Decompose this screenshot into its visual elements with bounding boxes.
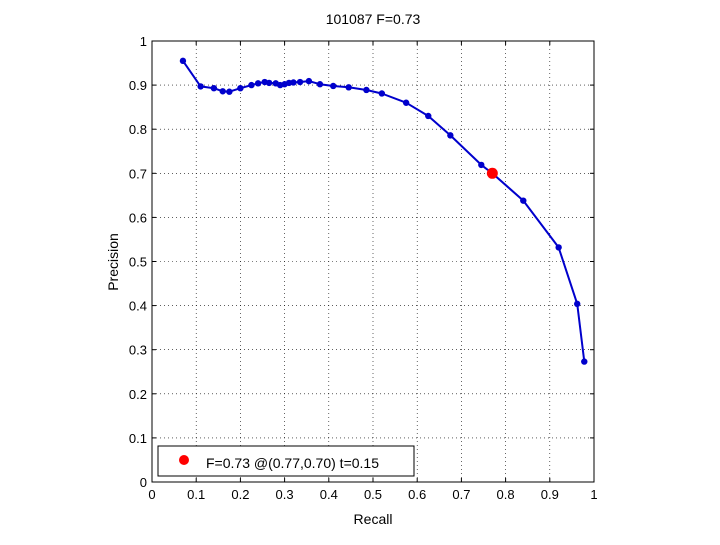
pr-curve-point [248,81,255,89]
pr-curve-point [179,57,187,65]
pr-curve-point [447,132,454,139]
y-tick-label: 0.3 [129,343,147,358]
pr-curve-point [210,84,218,92]
pr-curve-point [316,81,324,88]
pr-curve-point [265,79,273,87]
y-axis-label: Precision [105,233,121,291]
y-tick-label: 0.6 [129,210,147,225]
y-tick-label: 0.5 [129,255,147,270]
y-tick-label: 0.4 [129,299,147,314]
pr-curve-point [402,99,410,106]
x-tick-label: 0.6 [408,487,426,502]
pr-curve-point [330,82,337,90]
series-layer [179,57,588,365]
x-tick-label: 0.9 [541,487,559,502]
pr-curve-point [290,79,297,86]
y-tick-label: 0.7 [129,166,147,181]
x-tick-label: 0.2 [231,487,249,502]
pr-curve-point [197,83,204,90]
x-tick-label: 0.4 [320,487,338,502]
y-tick-label: 0 [140,475,147,490]
pr-curve-point [478,161,485,169]
pr-curve-point [555,244,562,251]
pr-curve-point [574,300,581,308]
pr-curve-point [520,197,527,204]
pr-curve-point [254,80,262,87]
pr-curve-point [219,88,226,95]
pr-curve-point [581,358,588,365]
y-tick-label: 0.9 [129,78,147,93]
x-tick-label: 0 [148,487,155,502]
x-tick-label: 0.3 [276,487,294,502]
legend-marker [179,455,189,465]
y-tick-label: 0.8 [129,122,147,137]
pr-curve-point [296,78,304,86]
chart-title: 101087 F=0.73 [326,11,421,27]
x-axis-label: Recall [354,511,393,527]
y-tick-label: 0.2 [129,387,147,402]
legend-label: F=0.73 @(0.77,0.70) t=0.15 [206,455,379,471]
x-tick-label: 1 [590,487,597,502]
y-tick-label: 0.1 [129,431,147,446]
pr-curve-point [425,112,432,120]
best-f-point [486,167,498,179]
x-tick-labels: 0 0.1 0.2 0.3 0.4 0.5 0.6 0.7 0.8 0.9 1 [148,487,597,502]
plot-frame [151,40,595,483]
y-tick-label: 1 [140,34,147,49]
pr-curve-point [226,88,233,95]
pr-curve-point [345,84,352,91]
legend: F=0.73 @(0.77,0.70) t=0.15 [157,445,415,477]
pr-curve-point [237,84,244,92]
legend-box [157,445,415,477]
pr-curve-point [363,86,370,94]
x-tick-label: 0.5 [364,487,382,502]
pr-curve-point [305,77,313,85]
highlight-layer [486,167,498,179]
x-tick-label: 0.7 [452,487,470,502]
x-tick-label: 0.1 [187,487,205,502]
pr-curve-point [378,90,386,97]
grid-lines [152,41,594,482]
x-tick-label: 0.8 [497,487,515,502]
y-tick-labels: 0 0.1 0.2 0.3 0.4 0.5 0.6 0.7 0.8 0.9 1 [129,34,147,490]
